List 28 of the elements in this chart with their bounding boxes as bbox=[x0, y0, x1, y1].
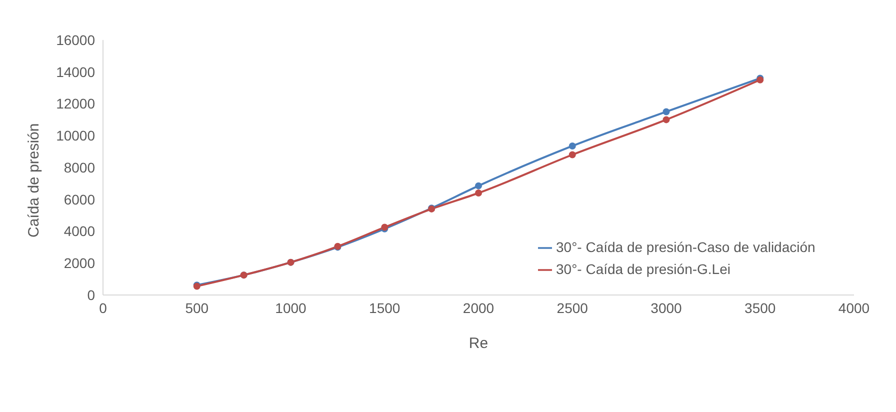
legend-label: 30°- Caída de presión-Caso de validación bbox=[556, 239, 816, 255]
x-tick-label: 4000 bbox=[838, 300, 870, 316]
y-tick-label: 0 bbox=[87, 286, 96, 303]
x-axis-title: Re bbox=[468, 335, 488, 352]
point bbox=[475, 190, 482, 196]
y-tick-label: 8000 bbox=[64, 159, 96, 176]
x-tick-label: 1000 bbox=[275, 300, 307, 316]
legend-label: 30°- Caída de presión-G.Lei bbox=[556, 261, 730, 277]
x-tick-label: 3500 bbox=[744, 300, 776, 316]
y-tick-label: 12000 bbox=[56, 96, 96, 112]
y-tick-label: 16000 bbox=[56, 32, 96, 48]
point bbox=[475, 182, 482, 190]
x-tick-label: 500 bbox=[185, 300, 209, 316]
y-tick-label: 4000 bbox=[64, 223, 96, 240]
y-tick-label: 6000 bbox=[64, 191, 96, 208]
x-tick-label: 2000 bbox=[462, 300, 494, 316]
point bbox=[568, 151, 576, 158]
x-tick-label: 0 bbox=[99, 300, 108, 316]
x-tick-label: 3000 bbox=[650, 300, 682, 316]
x-tick-label: 2500 bbox=[556, 300, 588, 316]
y-tick-label: 10000 bbox=[56, 128, 96, 144]
y-tick-label: 2000 bbox=[64, 255, 96, 272]
y-axis-title: Caída de presión bbox=[25, 123, 42, 238]
x-tick-label: 1500 bbox=[369, 300, 400, 316]
point bbox=[662, 116, 670, 124]
point bbox=[568, 142, 576, 150]
point bbox=[662, 108, 670, 116]
y-tick-label: 14000 bbox=[56, 64, 96, 80]
